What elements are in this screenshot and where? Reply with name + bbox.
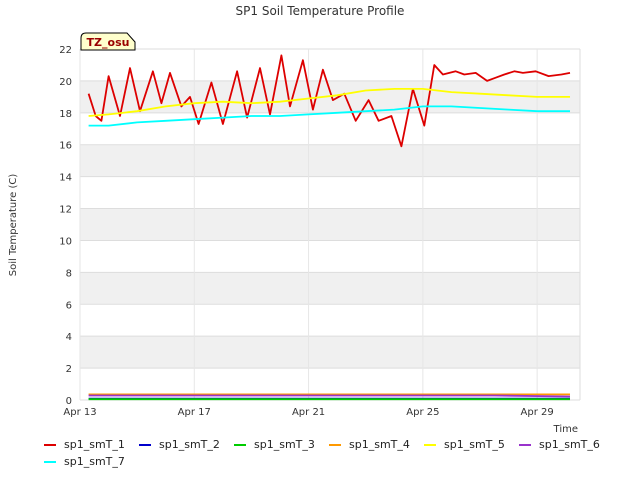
grid-band <box>80 272 580 305</box>
legend-swatch <box>234 443 246 446</box>
annotation-text: TZ_osu <box>87 36 130 49</box>
y-tick-label: 6 <box>66 300 72 311</box>
series-line-sp1_smT_6 <box>88 394 571 398</box>
x-tick-label: Apr 21 <box>292 407 325 418</box>
grid-band <box>80 336 580 369</box>
y-axis-label: Soil Temperature (C) <box>8 174 19 277</box>
y-tick-label: 14 <box>59 173 72 184</box>
legend-label: sp1_smT_2 <box>159 438 220 451</box>
grid-bands <box>80 49 580 400</box>
series-line-sp1_smT_7 <box>88 105 570 127</box>
legend-swatch <box>519 443 531 446</box>
legend-swatch <box>424 443 436 446</box>
legend-row: sp1_smT_1 sp1_smT_2 sp1_smT_3 sp1_smT_4 sp1_… <box>44 436 634 453</box>
legend-label: sp1_smT_3 <box>254 438 315 451</box>
y-tick-label: 10 <box>59 236 72 247</box>
legend-label: sp1_smT_7 <box>64 455 125 468</box>
x-tick-label: Apr 25 <box>406 407 439 418</box>
x-tick-label: Apr 29 <box>521 407 554 418</box>
legend-swatch <box>44 443 56 446</box>
legend-swatch <box>44 460 56 463</box>
legend-label: sp1_smT_4 <box>349 438 410 451</box>
legend-label: sp1_smT_5 <box>444 438 505 451</box>
legend-item: sp1_smT_5 <box>424 438 519 451</box>
series-line-sp1_smT_5 <box>88 88 570 117</box>
y-tick-label: 0 <box>66 396 72 407</box>
annotation-badge: TZ_osu <box>80 32 136 51</box>
y-tick-label: 8 <box>66 268 72 279</box>
series-line-sp1_smT_1 <box>87 54 571 148</box>
grid-band <box>80 208 580 241</box>
y-tick-label: 22 <box>59 45 72 56</box>
series-lines <box>87 54 571 401</box>
y-tick-label: 18 <box>59 109 72 120</box>
y-tick-label: 20 <box>59 77 72 88</box>
y-tick-label: 2 <box>66 364 72 375</box>
y-tick-label: 12 <box>59 205 72 216</box>
x-tick-label: Apr 13 <box>63 407 96 418</box>
grid-lines <box>79 48 581 401</box>
legend-item: sp1_smT_6 <box>519 438 614 451</box>
chart-title: SP1 Soil Temperature Profile <box>236 4 405 18</box>
legend-swatch <box>139 443 151 446</box>
legend-item: sp1_smT_7 <box>44 455 139 468</box>
legend-row: sp1_smT_7 <box>44 453 634 470</box>
x-tick-label: Apr 17 <box>178 407 211 418</box>
y-tick-label: 4 <box>66 332 72 343</box>
legend-label: sp1_smT_6 <box>539 438 600 451</box>
legend-item: sp1_smT_3 <box>234 438 329 451</box>
y-tick-label: 16 <box>59 141 72 152</box>
legend: sp1_smT_1 sp1_smT_2 sp1_smT_3 sp1_smT_4 sp1_… <box>44 436 634 470</box>
legend-item: sp1_smT_1 <box>44 438 139 451</box>
legend-item: sp1_smT_4 <box>329 438 424 451</box>
x-axis-label: Time <box>553 424 578 435</box>
grid-band <box>80 144 580 177</box>
axis-ticks: 0 2 4 6 8 10 12 14 16 18 20 22 Apr 13 Apr 17 Apr 21 Apr… <box>59 45 553 418</box>
legend-item: sp1_smT_2 <box>139 438 234 451</box>
legend-swatch <box>329 443 341 446</box>
legend-label: sp1_smT_1 <box>64 438 125 451</box>
